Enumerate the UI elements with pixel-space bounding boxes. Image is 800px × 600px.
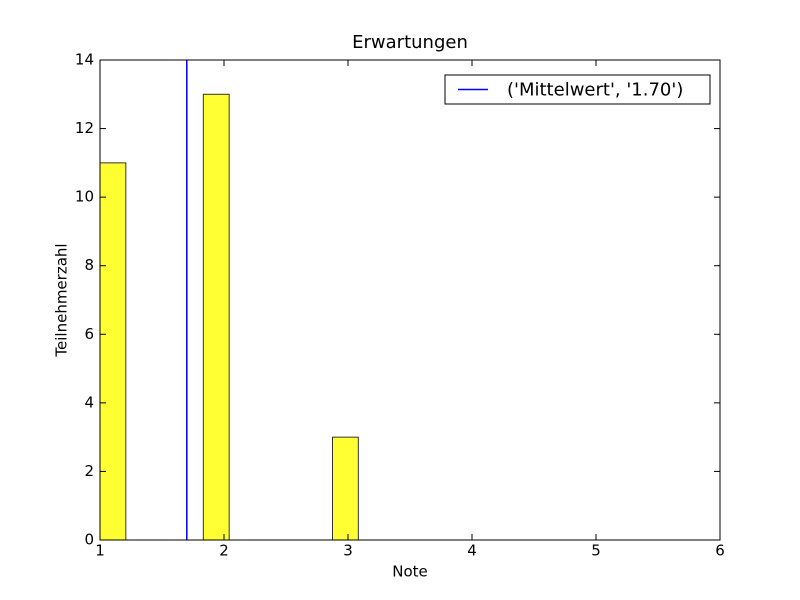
legend-label: ('Mittelwert', '1.70') bbox=[507, 80, 683, 101]
bar bbox=[99, 162, 127, 541]
y-tick-label: 4 bbox=[84, 393, 94, 411]
x-axis-label: Note bbox=[392, 563, 428, 581]
chart-title: Erwartungen bbox=[352, 32, 468, 53]
x-tick-label: 5 bbox=[591, 542, 601, 560]
y-tick-label: 6 bbox=[84, 325, 94, 343]
y-tick-label: 12 bbox=[75, 119, 94, 137]
y-tick-label: 10 bbox=[75, 188, 94, 206]
plot-frame bbox=[99, 59, 721, 541]
bar bbox=[332, 436, 359, 541]
y-tick-label: 8 bbox=[84, 256, 94, 274]
x-tick-label: 6 bbox=[715, 542, 725, 560]
x-tick-label: 4 bbox=[467, 542, 477, 560]
x-tick-label: 1 bbox=[95, 542, 105, 560]
legend-box bbox=[444, 74, 711, 105]
x-tick-label: 2 bbox=[219, 542, 229, 560]
y-tick-label: 0 bbox=[84, 531, 94, 549]
x-tick-label: 3 bbox=[343, 542, 353, 560]
y-tick-label: 14 bbox=[75, 51, 94, 69]
y-tick-label: 2 bbox=[84, 462, 94, 480]
bar bbox=[202, 93, 230, 541]
y-axis-label: Teilnehmerzahl bbox=[53, 243, 71, 357]
